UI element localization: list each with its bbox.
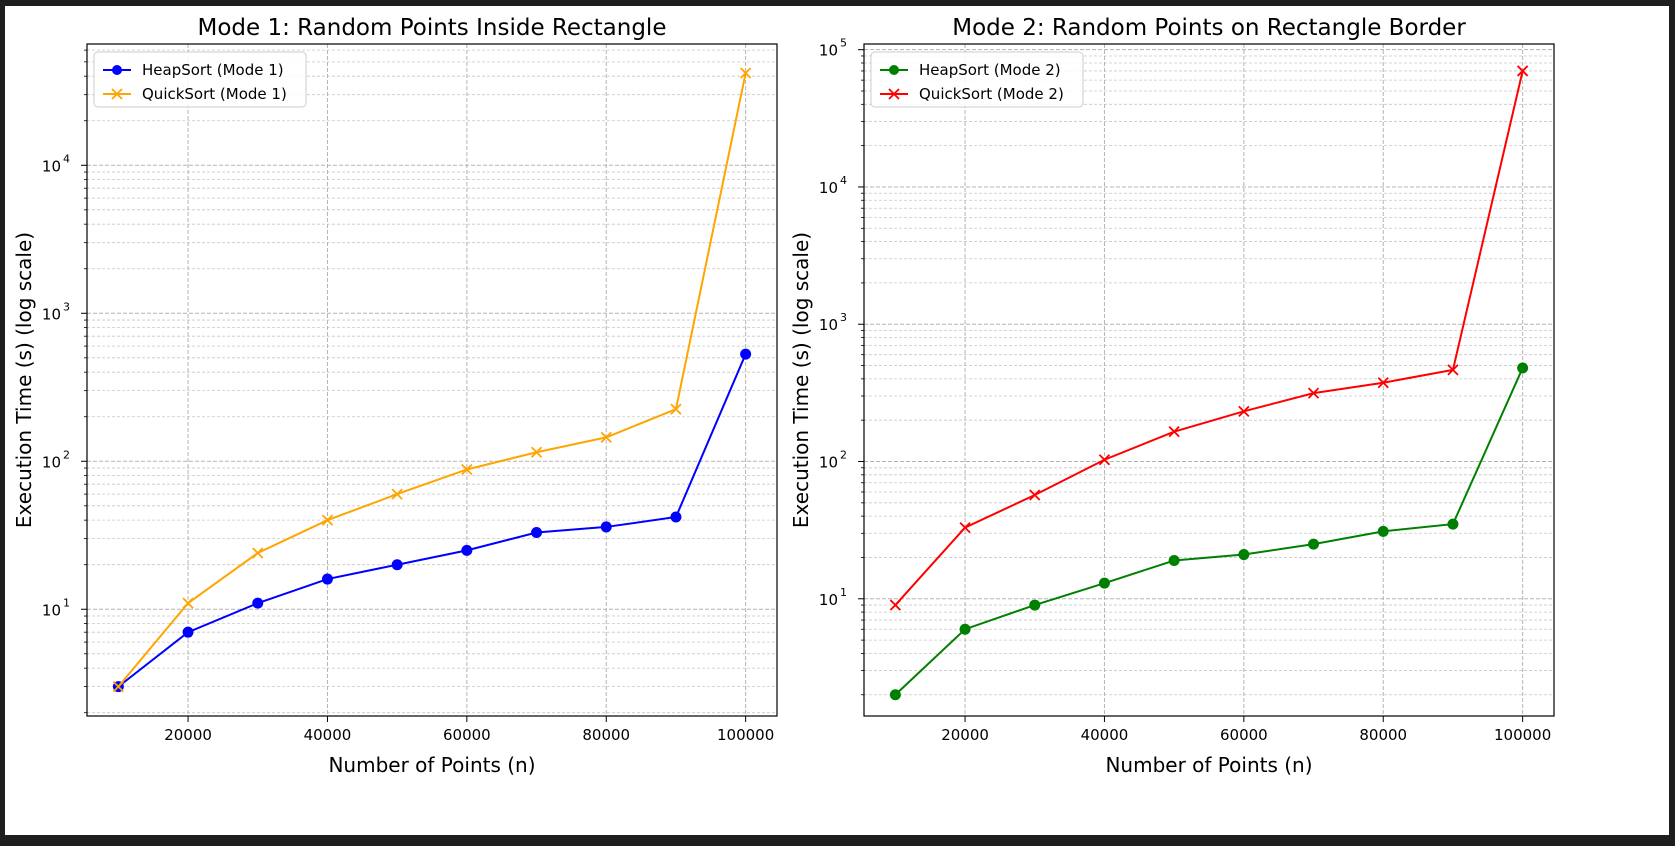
legend: HeapSort (Mode 1) QuickSort (Mode 1): [93, 51, 307, 108]
x-tick-label: 80000: [1359, 726, 1407, 744]
data-point: [1307, 387, 1320, 399]
y-tick-exponent: 3: [840, 311, 847, 324]
y-tick-exponent: 4: [840, 174, 847, 187]
data-point: [112, 681, 125, 693]
axes-frame: [863, 43, 1555, 717]
x-tick-label: 40000: [304, 726, 352, 744]
y-tick-label: 10: [42, 601, 61, 619]
data-point: [739, 67, 752, 79]
data-point: [1377, 525, 1389, 537]
series-line: [117, 353, 747, 688]
data-point: [1238, 405, 1250, 417]
data-point: [1447, 518, 1459, 530]
data-point: [600, 431, 612, 444]
legend-marker: [111, 88, 123, 100]
legend-marker: [889, 65, 899, 75]
data-point: [1098, 454, 1111, 466]
data-point: [182, 597, 194, 609]
x-tick-label: 100000: [717, 726, 774, 744]
data-point: [1029, 489, 1041, 501]
data-point: [391, 559, 403, 571]
data-point: [1517, 362, 1529, 374]
y-tick-exponent: 2: [840, 449, 847, 462]
data-point: [670, 511, 682, 523]
series-line: [117, 72, 747, 688]
y-tick-exponent: 5: [840, 37, 847, 50]
x-tick-label: 20000: [164, 726, 212, 744]
data-point: [600, 521, 612, 533]
data-point: [1029, 599, 1041, 611]
y-tick-label: 10: [42, 305, 61, 323]
legend-marker: [888, 88, 900, 100]
data-point: [1377, 377, 1389, 389]
series-line: [894, 70, 1524, 606]
data-point: [531, 527, 543, 539]
data-point: [959, 521, 971, 534]
data-point: [670, 403, 682, 415]
data-point: [252, 597, 264, 609]
y-tick-label: 10: [819, 591, 838, 609]
legend-marker: [112, 65, 122, 75]
data-point: [1168, 555, 1180, 567]
legend-box: [870, 51, 1084, 108]
y-tick-label: 10: [42, 157, 61, 175]
figure-canvas: 10 1 10 2 10 3 10 4 20000 40000 60000 80000 100000 He…: [5, 6, 1669, 835]
y-axis-label: Execution Time (s) (log scale): [12, 232, 36, 528]
y-tick-label: 10: [819, 454, 838, 472]
x-tick-label: 20000: [941, 726, 989, 744]
axes-frame: [86, 43, 778, 717]
y-tick-label: 10: [819, 42, 838, 60]
chart-title: Mode 1: Random Points Inside Rectangle: [198, 15, 667, 41]
series-line: [894, 367, 1524, 696]
data-point: [530, 446, 543, 458]
legend-label: QuickSort (Mode 2): [919, 85, 1064, 103]
data-point: [1308, 538, 1320, 550]
x-axis-label: Number of Points (n): [1105, 753, 1312, 777]
data-point: [740, 348, 752, 360]
x-tick-label: 40000: [1081, 726, 1129, 744]
data-point: [889, 689, 901, 701]
x-tick-label: 100000: [1494, 726, 1551, 744]
data-point: [461, 544, 473, 556]
data-point: [1168, 426, 1180, 438]
legend: HeapSort (Mode 2) QuickSort (Mode 2): [870, 51, 1084, 108]
y-tick-label: 10: [42, 453, 61, 471]
data-point: [1238, 549, 1250, 561]
x-tick-label: 60000: [443, 726, 491, 744]
legend-box: [93, 51, 307, 108]
data-point: [252, 547, 264, 559]
y-tick-label: 10: [819, 316, 838, 334]
data-point: [959, 623, 971, 635]
y-tick-exponent: 2: [63, 448, 70, 461]
data-point: [1098, 577, 1110, 589]
y-tick-exponent: 1: [840, 586, 847, 599]
series-2: [112, 67, 752, 693]
data-point: [889, 599, 902, 611]
minor-gridlines: [861, 55, 1554, 696]
y-tick-exponent: 3: [63, 300, 70, 313]
x-tick-label: 80000: [582, 726, 630, 744]
series-1: [889, 362, 1529, 701]
y-axis-label: Execution Time (s) (log scale): [789, 232, 813, 528]
data-point: [321, 514, 334, 526]
y-tick-label: 10: [819, 179, 838, 197]
y-tick-exponent: 1: [63, 596, 70, 609]
x-axis-label: Number of Points (n): [328, 753, 535, 777]
data-point: [182, 626, 194, 638]
data-point: [321, 573, 333, 585]
series-2: [889, 65, 1529, 611]
legend-label: QuickSort (Mode 1): [142, 85, 287, 103]
chart-title: Mode 2: Random Points on Rectangle Borde…: [952, 15, 1466, 41]
legend-label: HeapSort (Mode 1): [142, 61, 284, 79]
data-point: [391, 488, 403, 500]
legend-label: HeapSort (Mode 2): [919, 61, 1061, 79]
data-point: [1447, 364, 1459, 376]
y-tick-exponent: 4: [63, 152, 70, 165]
x-tick-label: 60000: [1220, 726, 1268, 744]
data-point: [461, 463, 473, 476]
data-point: [1517, 65, 1529, 77]
